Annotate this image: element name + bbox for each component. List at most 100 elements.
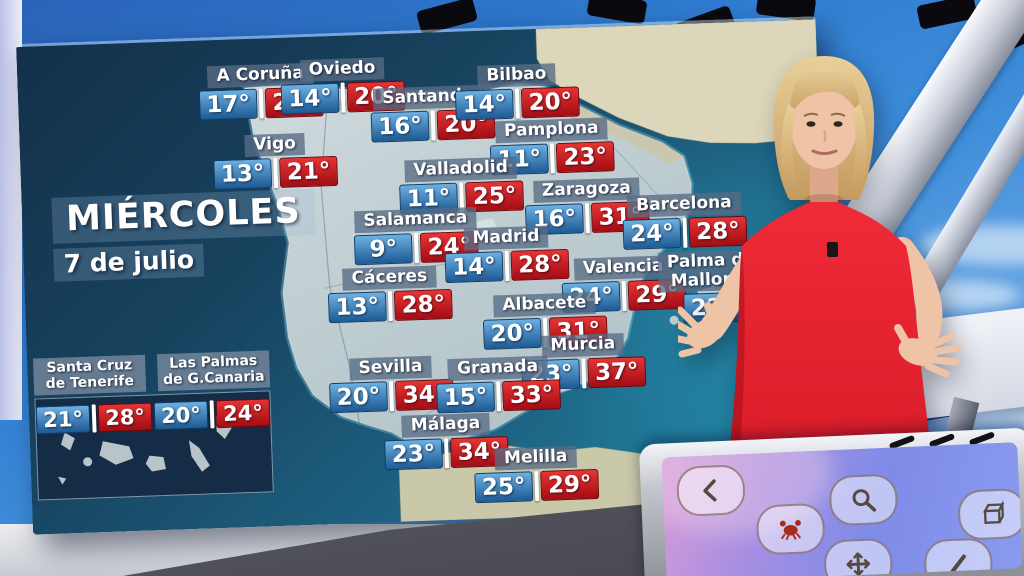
canary-islands-inset: Santa Cruz de Tenerife Las Palmas de G.Cana… <box>32 350 274 501</box>
min-temp: 9° <box>353 232 413 265</box>
tablet-icons <box>661 442 1023 576</box>
presenter-nose <box>823 129 827 143</box>
city-name: Melilla <box>494 445 577 471</box>
temp-divider <box>258 88 264 119</box>
max-temp: 20° <box>520 86 580 119</box>
max-temp: 28° <box>393 288 453 321</box>
temp-divider <box>534 470 540 501</box>
el-hierro-island <box>58 476 67 485</box>
city-weather-label: Bilbao 14° 20° <box>454 62 580 121</box>
min-temp: 23° <box>384 438 444 471</box>
city-name: Oviedo <box>299 57 385 82</box>
temp-divider <box>340 82 346 113</box>
canary-station-name-line: de Tenerife <box>45 373 135 393</box>
canary-station-name-line: de G.Canaria <box>162 368 265 389</box>
la-palma-island <box>61 432 75 451</box>
min-temp: 14° <box>454 88 514 121</box>
temp-divider <box>388 380 395 411</box>
temp-divider <box>514 88 520 119</box>
temp-divider <box>430 110 436 141</box>
gran-canaria-island <box>145 455 166 472</box>
city-name: Málaga <box>401 412 490 438</box>
max-temp: 28° <box>97 402 153 433</box>
max-temp: 24° <box>215 398 271 429</box>
city-temps: 13° 28° <box>327 288 453 323</box>
temp-divider <box>549 142 555 174</box>
canary-station-name: Santa Cruz de Tenerife <box>32 354 147 396</box>
date-panel: MIÉRCOLES 7 de julio <box>51 188 316 282</box>
min-temp: 25° <box>474 470 534 503</box>
magnifier-icon[interactable] <box>828 473 899 527</box>
cube-icon[interactable] <box>957 487 1023 541</box>
presenter-eye <box>806 121 816 127</box>
city-temps: 25° 29° <box>474 468 600 503</box>
max-temp: 29° <box>540 468 600 501</box>
la-gomera-island <box>83 457 93 467</box>
presenter-brow <box>803 112 819 117</box>
presenter-hair-side <box>848 104 867 198</box>
temp-divider <box>584 202 590 233</box>
canary-station-name: Las Palmas de G.Canaria <box>156 350 271 392</box>
presenter-hair-fringe <box>790 66 860 118</box>
studio-spotlight <box>586 0 648 25</box>
presenter-hand-left <box>894 324 962 378</box>
min-temp: 14° <box>444 250 504 283</box>
control-tablet <box>638 427 1024 576</box>
canary-temps: 20° 24° <box>153 398 271 431</box>
city-name: Granada <box>447 355 548 381</box>
weekday-label: MIÉRCOLES <box>51 188 316 244</box>
city-name: Madrid <box>463 225 549 251</box>
presenter-neck <box>810 158 838 207</box>
date-label: 7 de julio <box>53 243 205 282</box>
max-temp: 33° <box>502 378 562 411</box>
city-name: Sevilla <box>349 355 432 381</box>
temp-divider <box>581 358 587 389</box>
min-temp: 21° <box>35 404 91 435</box>
ibiza-island <box>669 315 679 325</box>
presenter-hand-right <box>678 302 722 358</box>
weather-map-board: MIÉRCOLES 7 de julio A Coruña17°20°Ovied… <box>16 16 833 535</box>
city-name: Bilbao <box>477 63 556 88</box>
temp-divider <box>209 400 215 429</box>
presenter-microphone <box>827 242 838 257</box>
min-temp: 17° <box>198 88 258 121</box>
city-temps: 13° 21° <box>213 155 339 190</box>
temp-divider <box>496 380 502 412</box>
min-temp: 13° <box>327 290 387 323</box>
presenter-mouth <box>811 149 838 155</box>
city-weather-label: Granada 15° 33° <box>435 355 562 414</box>
temp-divider <box>621 280 627 311</box>
presenter-hair-side <box>781 104 800 198</box>
temp-divider <box>387 290 393 321</box>
presenter-eye <box>833 121 843 127</box>
city-name: Albacete <box>493 291 596 318</box>
city-weather-label: Valladolid 11° 25° <box>398 156 525 215</box>
min-temp: 16° <box>370 110 430 143</box>
min-temp: 14° <box>280 82 340 115</box>
city-name: Cáceres <box>342 265 437 291</box>
presenter-face <box>791 83 857 169</box>
move-icon[interactable] <box>823 537 894 576</box>
city-temps: 15° 33° <box>436 378 562 414</box>
max-temp: 23° <box>555 140 615 173</box>
city-name: Pamplona <box>494 117 608 144</box>
min-temp: 13° <box>213 157 273 190</box>
crab-icon[interactable] <box>755 502 826 556</box>
city-name: Vigo <box>244 132 306 157</box>
city-weather-label: Cáceres 13° 28° <box>327 265 453 323</box>
min-temp: 24° <box>622 217 682 250</box>
max-temp: 21° <box>279 155 339 188</box>
temp-divider <box>91 404 97 433</box>
studio-wall-left <box>0 0 22 420</box>
min-temp: 15° <box>436 381 496 414</box>
temp-divider <box>504 250 510 281</box>
pencil-icon[interactable] <box>923 537 994 576</box>
fuerteventura-island <box>188 440 210 472</box>
tablet-screen <box>661 442 1023 576</box>
city-temps: 14°20° <box>454 86 580 121</box>
tenerife-island <box>99 441 134 465</box>
back-icon[interactable] <box>675 464 746 517</box>
city-temps: 14° 28° <box>444 248 570 283</box>
temp-divider <box>413 232 419 263</box>
